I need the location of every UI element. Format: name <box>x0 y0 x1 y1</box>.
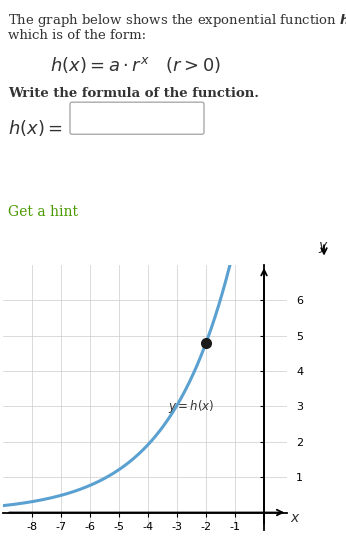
Text: Write the formula of the function.: Write the formula of the function. <box>8 87 259 100</box>
Text: $h(x) = a \cdot r^x \quad (r > 0)$: $h(x) = a \cdot r^x \quad (r > 0)$ <box>50 55 221 75</box>
Text: which is of the form:: which is of the form: <box>8 29 146 42</box>
Text: $h(x) =$: $h(x) =$ <box>8 118 63 138</box>
FancyBboxPatch shape <box>70 102 204 134</box>
Text: The graph below shows the exponential function $\boldsymbol{h}(x)$,: The graph below shows the exponential fu… <box>8 12 346 29</box>
Text: $y = h(x)$: $y = h(x)$ <box>169 398 215 415</box>
Text: Get a hint: Get a hint <box>8 206 78 220</box>
Text: $x$: $x$ <box>290 511 301 525</box>
Text: $y$: $y$ <box>318 240 329 255</box>
